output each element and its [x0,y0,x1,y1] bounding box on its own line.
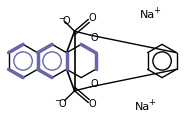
Text: −: − [54,96,61,105]
Text: Na: Na [135,102,150,112]
Text: O: O [63,16,70,26]
Text: O: O [88,13,96,23]
Text: +: + [148,98,155,107]
Text: O: O [90,79,98,89]
Text: O: O [90,33,98,43]
Text: Na: Na [140,10,155,20]
Text: O: O [59,98,66,108]
Text: +: + [153,6,160,15]
Text: −: − [58,14,65,23]
Text: O: O [88,99,96,109]
